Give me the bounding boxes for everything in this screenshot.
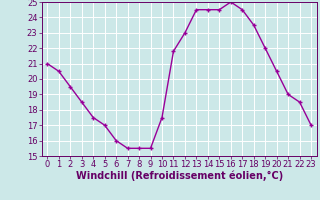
X-axis label: Windchill (Refroidissement éolien,°C): Windchill (Refroidissement éolien,°C) — [76, 171, 283, 181]
